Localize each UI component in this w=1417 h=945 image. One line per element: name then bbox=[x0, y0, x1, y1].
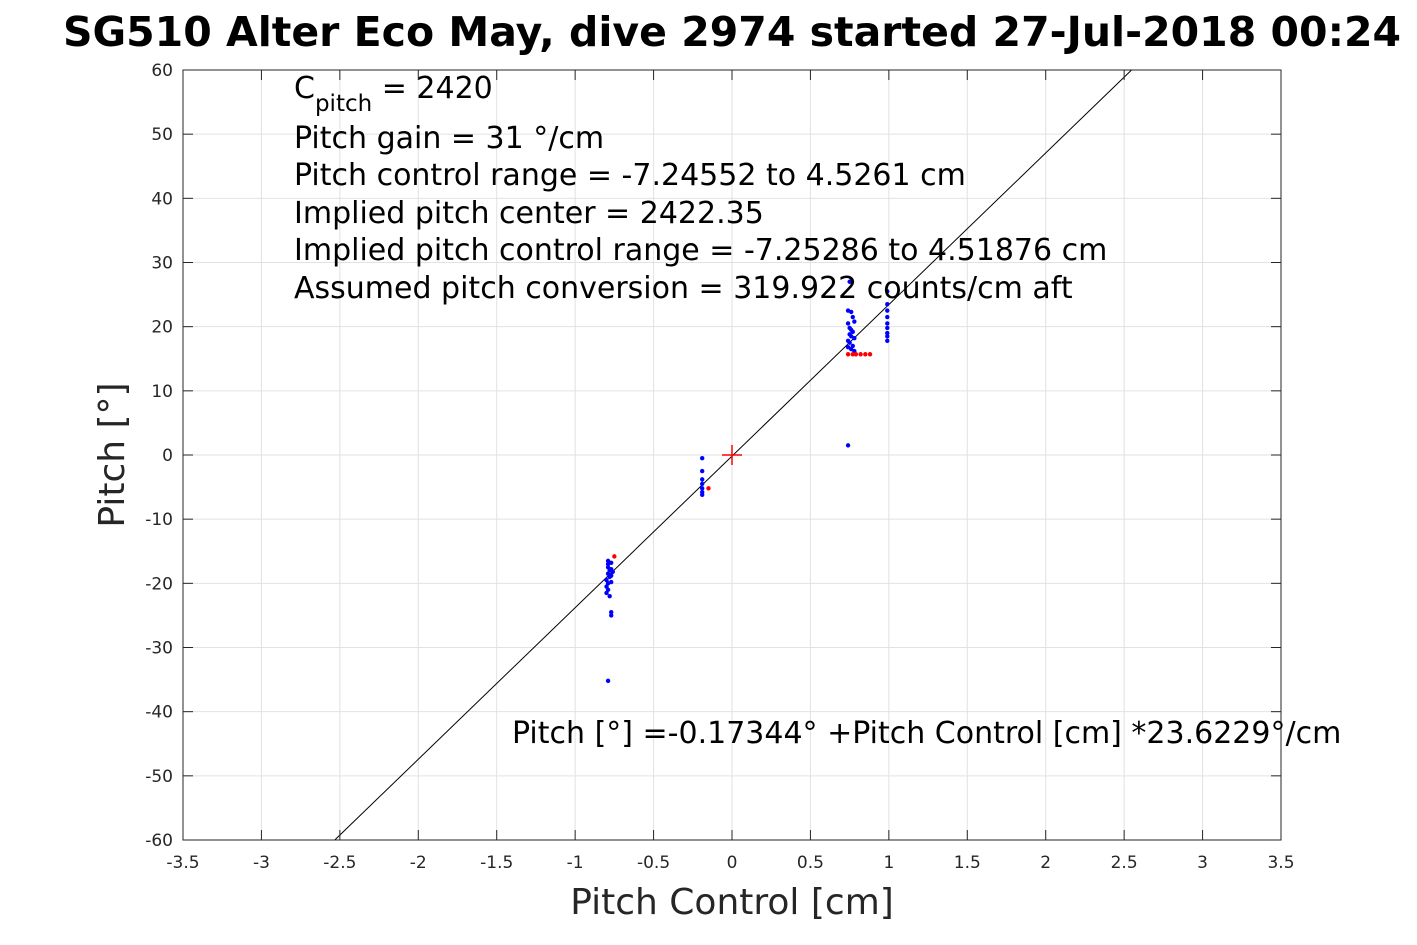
cpitch-value: = 2420 bbox=[372, 71, 493, 106]
chart-title: SG510 Alter Eco May, dive 2974 started 2… bbox=[63, 8, 1401, 56]
y-tick-label: 30 bbox=[151, 254, 173, 274]
annotation-implied-pitch-center: Implied pitch center = 2422.35 bbox=[294, 196, 764, 231]
annotation-implied-control-range: Implied pitch control range = -7.25286 t… bbox=[294, 233, 1107, 268]
data-point bbox=[609, 560, 614, 565]
annotation-pitch-gain: Pitch gain = 31 °/cm bbox=[294, 121, 604, 156]
data-point bbox=[609, 579, 614, 585]
flagged-data-point bbox=[706, 486, 711, 491]
flagged-data-point bbox=[845, 352, 851, 357]
x-tick-label: -1.5 bbox=[480, 853, 513, 873]
y-tick-label: -60 bbox=[145, 831, 173, 851]
data-point bbox=[885, 308, 890, 313]
cpitch-subscript: pitch bbox=[315, 91, 372, 117]
x-tick-label: -2.5 bbox=[323, 853, 356, 873]
data-point bbox=[885, 314, 890, 320]
data-point bbox=[604, 590, 609, 596]
data-point bbox=[847, 279, 852, 284]
y-tick-label: -10 bbox=[145, 510, 173, 530]
y-tick-label: -20 bbox=[145, 574, 173, 594]
x-tick-label: -3.5 bbox=[166, 853, 199, 873]
y-axis-label: Pitch [°] bbox=[92, 382, 133, 527]
data-point bbox=[885, 321, 890, 326]
x-tick-label: 2 bbox=[1040, 853, 1051, 873]
data-point bbox=[885, 289, 890, 294]
annotation-cpitch: Cpitch = 2420 bbox=[294, 71, 493, 117]
data-point bbox=[845, 443, 851, 448]
x-tick-label: -1 bbox=[567, 853, 584, 873]
data-point bbox=[845, 345, 851, 350]
data-point bbox=[699, 481, 705, 487]
data-point bbox=[699, 486, 705, 491]
data-points bbox=[604, 279, 890, 684]
data-point bbox=[609, 613, 614, 618]
data-point bbox=[847, 340, 852, 345]
y-tick-label: 10 bbox=[151, 382, 173, 402]
y-tick-label: -30 bbox=[145, 639, 173, 659]
flagged-data-point bbox=[850, 352, 855, 357]
x-tick-label: 3.5 bbox=[1267, 853, 1294, 873]
data-point bbox=[885, 325, 890, 331]
data-point bbox=[885, 338, 890, 343]
data-point bbox=[699, 492, 705, 497]
y-tick-label: 50 bbox=[151, 125, 173, 145]
data-point bbox=[610, 569, 615, 574]
data-point bbox=[849, 309, 854, 315]
data-point bbox=[885, 330, 890, 336]
data-point bbox=[850, 329, 855, 334]
data-point bbox=[609, 610, 614, 615]
x-tick-label: -0.5 bbox=[637, 853, 670, 873]
data-point bbox=[607, 593, 612, 599]
data-point bbox=[885, 334, 890, 339]
x-tick-label: 1.5 bbox=[954, 853, 981, 873]
x-axis-label: Pitch Control [cm] bbox=[570, 882, 894, 923]
flagged-data-point bbox=[853, 352, 859, 357]
x-tick-label: -2 bbox=[410, 853, 427, 873]
x-tick-label: 1 bbox=[883, 853, 894, 873]
data-point bbox=[852, 319, 857, 324]
y-tick-label: -50 bbox=[145, 767, 173, 787]
data-point bbox=[609, 573, 614, 578]
annotation-pitch-control-range: Pitch control range = -7.24552 to 4.5261… bbox=[294, 158, 966, 193]
y-tick-label: 0 bbox=[162, 446, 173, 466]
flagged-data-point bbox=[612, 554, 617, 559]
fit-equation-label: Pitch [°] =-0.17344° +Pitch Control [cm]… bbox=[512, 716, 1341, 751]
y-tick-label: 20 bbox=[151, 318, 173, 338]
x-tick-label: 2.5 bbox=[1111, 853, 1138, 873]
data-point bbox=[852, 336, 857, 341]
x-tick-label: -3 bbox=[253, 853, 270, 873]
flagged-data-point bbox=[858, 352, 863, 357]
x-tick-label: 3 bbox=[1197, 853, 1208, 873]
annotation-block: Cpitch = 2420 Pitch gain = 31 °/cm Pitch… bbox=[294, 71, 1107, 306]
data-point bbox=[850, 314, 855, 320]
x-tick-label: 0.5 bbox=[797, 853, 824, 873]
annotation-pitch-conversion: Assumed pitch conversion = 319.922 count… bbox=[294, 271, 1073, 306]
y-tick-label: 60 bbox=[151, 61, 173, 81]
data-point bbox=[885, 302, 890, 307]
data-point bbox=[699, 456, 705, 461]
x-tick-label: 0 bbox=[727, 853, 738, 873]
data-point bbox=[845, 321, 851, 326]
data-point bbox=[699, 477, 705, 482]
y-tick-label: 40 bbox=[151, 189, 173, 209]
axis-ticks: -3.5 -3 -2.5 -2 -1.5 -1 -0.5 0 0.5 1 1.5 2 2.5 3 3.5 -6… bbox=[145, 61, 1294, 873]
center-marker-layer bbox=[722, 445, 742, 465]
flagged-data-point bbox=[863, 352, 868, 357]
y-tick-label: -40 bbox=[145, 703, 173, 723]
data-point bbox=[605, 678, 611, 684]
cpitch-main: C bbox=[294, 71, 315, 106]
flagged-data-point bbox=[867, 352, 873, 357]
data-point bbox=[699, 468, 705, 474]
